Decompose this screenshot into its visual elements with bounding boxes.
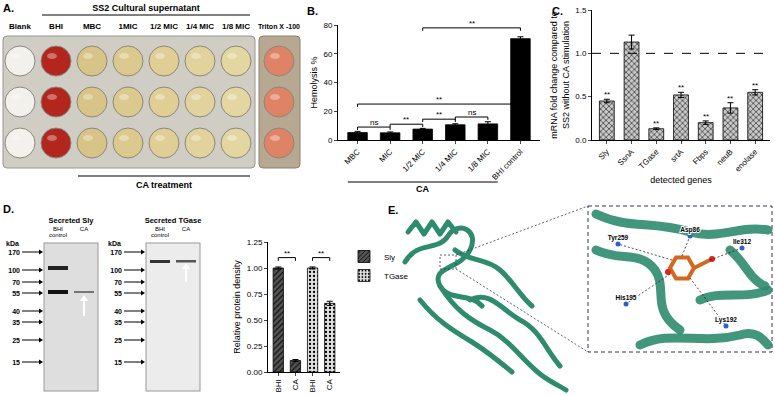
svg-text:CA: CA (182, 226, 190, 232)
svg-text:25: 25 (12, 337, 20, 344)
svg-text:BHIcontrol: BHIcontrol (49, 226, 67, 238)
svg-text:Secreted Sly: Secreted Sly (48, 216, 94, 225)
svg-text:His195: His195 (616, 294, 637, 301)
svg-text:70: 70 (12, 279, 20, 286)
svg-text:15: 15 (12, 359, 20, 366)
svg-text:BHI: BHI (308, 379, 317, 392)
svg-text:TGase: TGase (384, 272, 409, 281)
svg-text:kDa: kDa (6, 240, 19, 247)
svg-text:Ile312: Ile312 (733, 238, 751, 245)
svg-text:0.75: 0.75 (247, 290, 263, 299)
svg-text:**: ** (318, 249, 324, 258)
svg-text:40: 40 (12, 308, 20, 315)
svg-text:170: 170 (110, 249, 122, 256)
svg-text:enolase: enolase (733, 147, 760, 174)
svg-text:MBC: MBC (343, 147, 362, 166)
svg-text:CA: CA (325, 379, 334, 391)
svg-text:kDa: kDa (108, 240, 121, 247)
svg-text:**: ** (678, 83, 684, 92)
svg-text:BHI: BHI (49, 22, 63, 31)
svg-text:**: ** (604, 90, 610, 99)
svg-text:CA treatment: CA treatment (136, 180, 192, 190)
svg-text:40: 40 (114, 308, 122, 315)
svg-text:BHI: BHI (274, 379, 283, 392)
svg-text:40: 40 (323, 78, 332, 87)
svg-text:Blank: Blank (9, 22, 31, 31)
svg-text:**: ** (403, 115, 409, 124)
svg-text:**: ** (436, 95, 442, 104)
svg-text:1.5: 1.5 (575, 6, 587, 15)
svg-text:35: 35 (12, 319, 20, 326)
svg-text:MIC: MIC (378, 147, 395, 164)
svg-text:1/2 MIC: 1/2 MIC (401, 147, 427, 173)
svg-text:Secreted TGase: Secreted TGase (145, 216, 202, 225)
svg-text:100: 100 (110, 267, 122, 274)
svg-text:1.0: 1.0 (575, 49, 587, 58)
svg-text:1MIC: 1MIC (118, 22, 137, 31)
svg-text:55: 55 (114, 290, 122, 297)
svg-text:Lys192: Lys192 (715, 316, 737, 324)
svg-text:**: ** (436, 110, 442, 119)
svg-text:0.0: 0.0 (575, 136, 587, 145)
svg-text:**: ** (727, 94, 733, 103)
svg-text:CA: CA (416, 184, 429, 194)
svg-text:D.: D. (3, 203, 14, 215)
svg-text:mRNA fold change compared toSS: mRNA fold change compared toSS2 without … (549, 11, 571, 139)
svg-text:1.00: 1.00 (247, 264, 263, 273)
svg-text:1/4 MIC: 1/4 MIC (433, 147, 459, 173)
svg-text:1/2 MIC: 1/2 MIC (150, 22, 178, 31)
svg-text:1/8 MIC: 1/8 MIC (222, 22, 250, 31)
svg-text:B.: B. (307, 5, 318, 17)
svg-text:15: 15 (114, 359, 122, 366)
svg-text:srtA: srtA (669, 147, 686, 164)
svg-text:0.25: 0.25 (247, 342, 263, 351)
svg-text:0: 0 (328, 136, 333, 145)
svg-text:Fbps: Fbps (691, 147, 710, 166)
svg-text:**: ** (703, 112, 709, 121)
svg-text:60: 60 (323, 50, 332, 59)
svg-text:SS2 Cultural supernatant: SS2 Cultural supernatant (92, 3, 200, 13)
svg-text:ns: ns (370, 118, 378, 127)
svg-text:1.25: 1.25 (247, 238, 263, 247)
svg-text:100: 100 (8, 267, 20, 274)
svg-text:CA: CA (80, 226, 88, 232)
svg-text:Asp86: Asp86 (680, 226, 700, 234)
svg-text:neuB: neuB (715, 147, 735, 167)
svg-text:E.: E. (388, 204, 398, 216)
svg-text:170: 170 (8, 249, 20, 256)
svg-text:detected genes: detected genes (650, 175, 712, 185)
svg-text:70: 70 (114, 279, 122, 286)
svg-text:Hemolysis %: Hemolysis % (309, 56, 319, 108)
svg-text:ns: ns (468, 108, 476, 117)
svg-text:Tyr259: Tyr259 (608, 234, 629, 242)
svg-text:BHIcontrol: BHIcontrol (151, 226, 169, 238)
svg-text:**: ** (653, 119, 659, 128)
svg-text:Sly: Sly (384, 253, 395, 262)
svg-text:CA: CA (291, 379, 300, 391)
svg-text:0.00: 0.00 (247, 368, 263, 377)
svg-text:**: ** (469, 19, 475, 28)
svg-text:35: 35 (114, 319, 122, 326)
svg-text:Triton X -100: Triton X -100 (258, 23, 300, 30)
svg-text:80: 80 (323, 21, 332, 30)
svg-text:0.5: 0.5 (575, 92, 587, 101)
svg-text:1/4 MIC: 1/4 MIC (186, 22, 214, 31)
svg-text:A.: A. (3, 2, 14, 14)
svg-text:SsnA: SsnA (616, 147, 636, 167)
svg-text:0.50: 0.50 (247, 316, 263, 325)
svg-text:C.: C. (552, 5, 563, 17)
svg-text:MBC: MBC (83, 22, 101, 31)
svg-text:Sly: Sly (597, 147, 611, 161)
svg-text:BHI control: BHI control (490, 147, 525, 182)
svg-text:1/8 MIC: 1/8 MIC (466, 147, 492, 173)
svg-text:55: 55 (12, 290, 20, 297)
svg-text:**: ** (752, 81, 758, 90)
svg-text:**: ** (284, 249, 290, 258)
svg-text:25: 25 (114, 337, 122, 344)
svg-text:20: 20 (323, 107, 332, 116)
svg-text:TGase: TGase (637, 147, 661, 171)
svg-text:Relative protein density: Relative protein density (232, 260, 242, 354)
